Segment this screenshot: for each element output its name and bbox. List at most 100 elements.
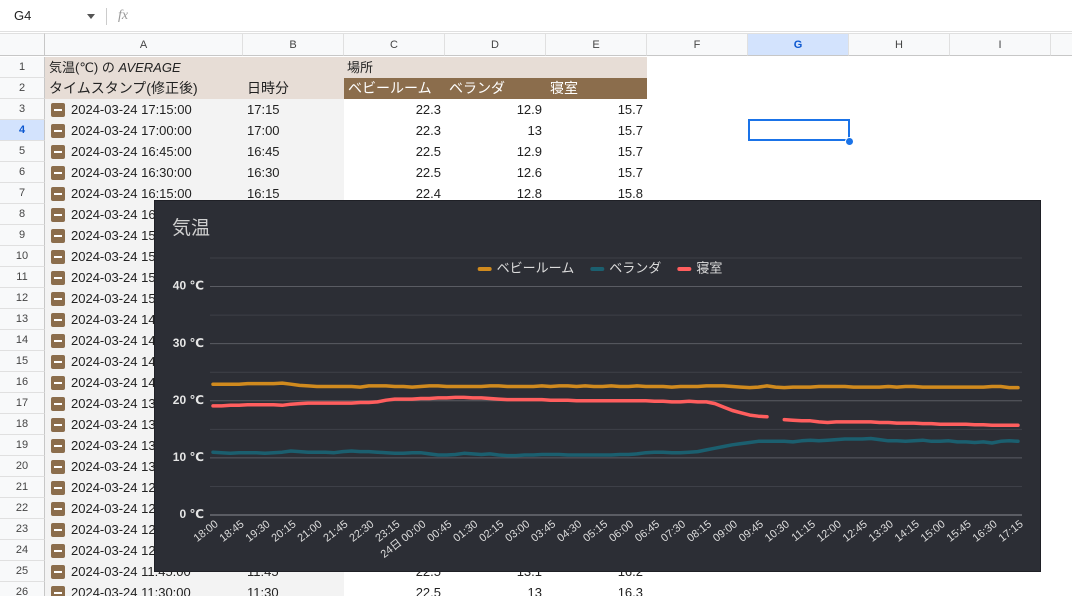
- cell-text: 日時分: [247, 80, 289, 96]
- collapse-icon-minus: [54, 445, 62, 447]
- cell-text: タイムスタンプ(修正後): [49, 80, 198, 96]
- collapse-icon-minus: [54, 487, 62, 489]
- row-header[interactable]: 10: [0, 246, 45, 267]
- x-tick-label: 18:00: [192, 518, 221, 544]
- row-header[interactable]: 23: [0, 519, 45, 540]
- chart-container[interactable]: 気温 0 ℃ 10 ℃ 20 ℃ 30 ℃ 40 ℃ 18:00 18:45 19:30 20:1…: [154, 200, 1041, 572]
- cell-text: 15.7: [617, 144, 643, 159]
- row-header[interactable]: 22: [0, 498, 45, 519]
- chart-title: 気温: [172, 217, 210, 239]
- cell-text: 12.9: [516, 102, 542, 117]
- header-bg: [45, 78, 344, 99]
- column-header[interactable]: H: [849, 33, 950, 56]
- collapse-icon-minus: [54, 424, 62, 426]
- row-header[interactable]: 25: [0, 561, 45, 582]
- x-tick-label: 00:45: [425, 518, 454, 544]
- collapse-icon-minus: [54, 214, 62, 216]
- collapse-icon-minus: [54, 235, 62, 237]
- y-tick-label: 20 ℃: [173, 393, 204, 407]
- row-header[interactable]: 13: [0, 309, 45, 330]
- column-header[interactable]: F: [647, 33, 748, 56]
- y-tick-label: 40 ℃: [173, 279, 204, 293]
- series-line: [211, 436, 1020, 458]
- row-header[interactable]: 19: [0, 435, 45, 456]
- series-line: [211, 381, 1020, 390]
- x-tick-label: 22:30: [347, 518, 376, 544]
- cell-text: AVERAGE: [118, 60, 181, 75]
- selected-cell[interactable]: [748, 119, 850, 141]
- row-header[interactable]: 17: [0, 393, 45, 414]
- cell-text: 気温(℃) の AVERAGE: [49, 57, 181, 78]
- column-header[interactable]: C: [344, 33, 445, 56]
- row-header[interactable]: 11: [0, 267, 45, 288]
- cell-text: 22.5: [415, 165, 441, 180]
- collapse-icon-minus: [54, 151, 62, 153]
- x-tick-label: 09:00: [711, 518, 740, 544]
- row-header[interactable]: 16: [0, 372, 45, 393]
- column-header[interactable]: D: [445, 33, 546, 56]
- formula-bar: [0, 0, 1072, 32]
- row-header[interactable]: 6: [0, 162, 45, 183]
- column-header[interactable]: G: [748, 33, 849, 56]
- x-tick-label: 12:00: [815, 518, 844, 544]
- legend-label: 寝室: [696, 260, 722, 275]
- x-tick-label: 19:30: [243, 518, 272, 544]
- cell-text: 2024-03-24 17:15:00: [71, 102, 192, 117]
- header-bg: [45, 57, 647, 78]
- name-box[interactable]: G4: [14, 8, 32, 23]
- collapse-icon-minus: [54, 550, 62, 552]
- collapse-icon[interactable]: [51, 586, 65, 596]
- row-header[interactable]: 18: [0, 414, 45, 435]
- row-header[interactable]: 9: [0, 225, 45, 246]
- x-tick-label: 21:45: [321, 518, 350, 544]
- name-box-dropdown[interactable]: [87, 14, 95, 19]
- row-header[interactable]: 2: [0, 78, 45, 99]
- x-tick-label: 14:15: [893, 518, 922, 544]
- row-header[interactable]: 4: [0, 120, 45, 141]
- x-tick-label: 01:30: [451, 518, 480, 544]
- row-header[interactable]: 26: [0, 582, 45, 596]
- column-header[interactable]: A: [45, 33, 243, 56]
- legend: ベビールーム ベランダ 寝室: [477, 260, 722, 275]
- collapse-icon-minus: [54, 130, 62, 132]
- cell-text: 12.9: [516, 144, 542, 159]
- row-header[interactable]: 5: [0, 141, 45, 162]
- y-tick-label: 10 ℃: [173, 450, 204, 464]
- row-header[interactable]: 8: [0, 204, 45, 225]
- cell-text: 2024-03-24 16:15:00: [71, 186, 192, 201]
- row-header[interactable]: 3: [0, 99, 45, 120]
- collapse-icon-minus: [54, 340, 62, 342]
- legend-label: ベビールーム: [497, 260, 575, 275]
- row-header[interactable]: 21: [0, 477, 45, 498]
- cell-text: ベランダ: [449, 80, 505, 96]
- x-tick-label: 06:45: [633, 518, 662, 544]
- cell-text: 13: [527, 585, 542, 596]
- collapse-icon-minus: [54, 172, 62, 174]
- cell-text: 場所: [347, 60, 374, 75]
- row-header[interactable]: 14: [0, 330, 45, 351]
- x-tick-label: 04:30: [555, 518, 584, 544]
- row-header[interactable]: 15: [0, 351, 45, 372]
- x-tick-label: 18:45: [218, 518, 247, 544]
- fill-handle[interactable]: [845, 137, 854, 146]
- row-header[interactable]: 1: [0, 57, 45, 78]
- column-header[interactable]: I: [950, 33, 1051, 56]
- x-tick-label: 20:15: [269, 518, 298, 544]
- row-header[interactable]: 12: [0, 288, 45, 309]
- cell-text: 15.8: [617, 186, 643, 201]
- chart: 気温 0 ℃ 10 ℃ 20 ℃ 30 ℃ 40 ℃ 18:0018:4519:3020:1…: [172, 217, 1026, 561]
- row-header[interactable]: 24: [0, 540, 45, 561]
- column-header[interactable]: B: [243, 33, 344, 56]
- cell-text: 16:30: [247, 165, 280, 180]
- collapse-icon-minus: [54, 382, 62, 384]
- x-tick-label: 13:30: [867, 518, 896, 544]
- row-header[interactable]: 20: [0, 456, 45, 477]
- x-tick-label: 21:00: [295, 518, 324, 544]
- x-tick-label: 10:30: [763, 518, 792, 544]
- cell-text: 12.6: [516, 165, 542, 180]
- cell-text: ベビールーム: [348, 80, 432, 96]
- column-header[interactable]: E: [546, 33, 647, 56]
- cell-text: 15.7: [617, 165, 643, 180]
- row-header[interactable]: 7: [0, 183, 45, 204]
